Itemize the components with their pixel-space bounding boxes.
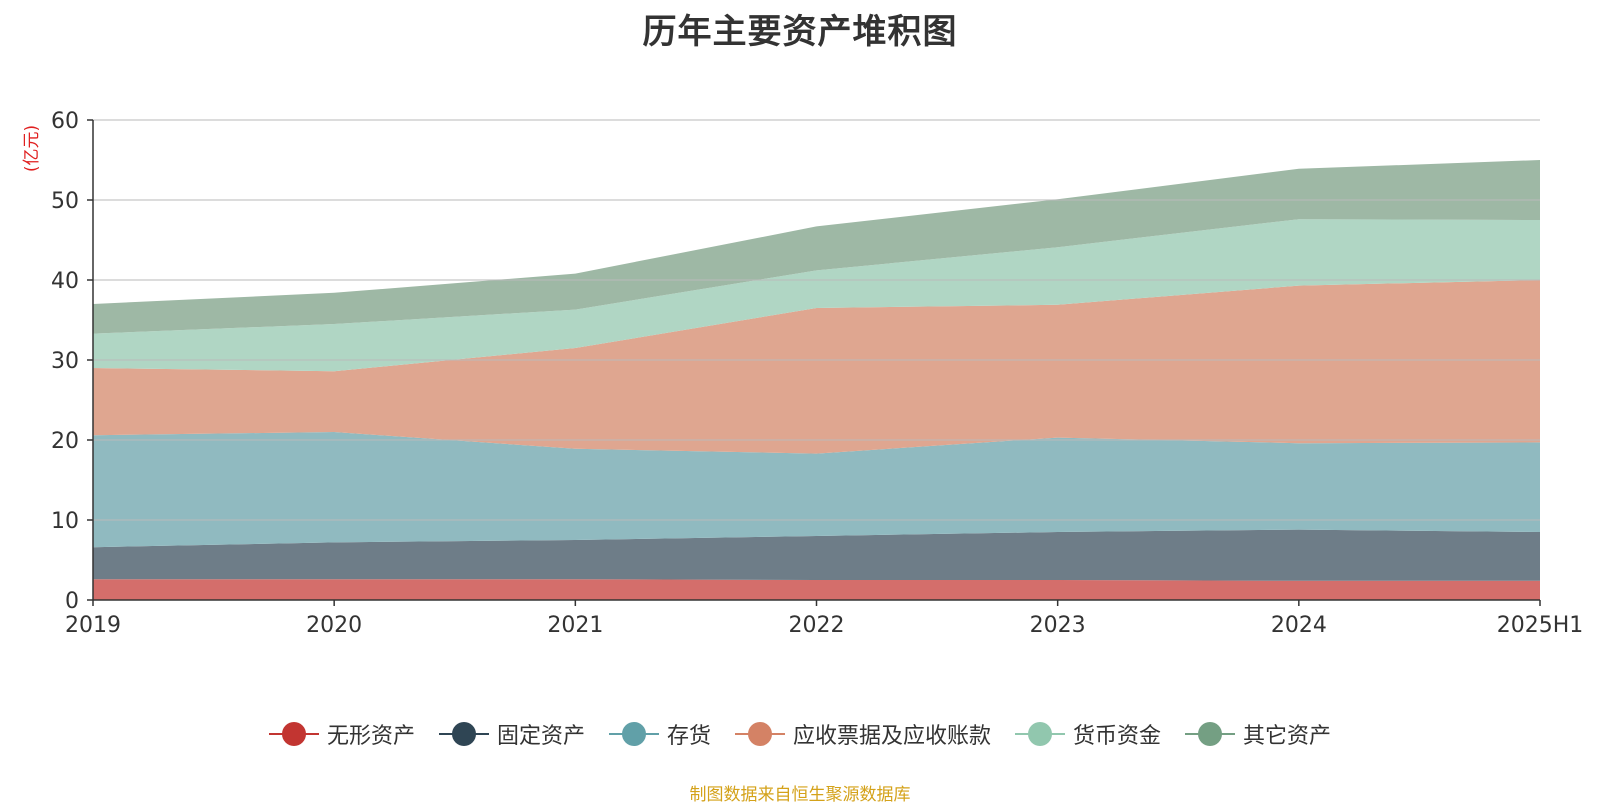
y-tick-label-30: 30 [51, 349, 79, 374]
legend-item-无形资产[interactable]: 无形资产 [268, 718, 415, 750]
legend-label: 固定资产 [496, 724, 585, 749]
legend-marker-icon [438, 722, 489, 746]
legend-label: 货币资金 [1073, 724, 1162, 749]
legend-label: 存货 [666, 724, 711, 749]
x-tick-label-2019: 2019 [65, 613, 121, 638]
legend-item-应收票据及应收账款[interactable]: 应收票据及应收账款 [735, 718, 991, 750]
legend-marker-icon [1185, 722, 1236, 746]
area-存货 [93, 432, 1540, 548]
legend-item-货币资金[interactable]: 货币资金 [1015, 718, 1161, 750]
x-tick-label-2021: 2021 [547, 613, 603, 638]
y-tick-label-40: 40 [51, 269, 79, 294]
legend-item-固定资产[interactable]: 固定资产 [438, 718, 585, 750]
y-tick-label-20: 20 [51, 429, 79, 454]
x-tick-label-2024: 2024 [1271, 613, 1327, 638]
legend-marker-icon [1015, 722, 1066, 746]
chart-title: 历年主要资产堆积图 [642, 12, 958, 52]
area-无形资产 [93, 579, 1540, 600]
y-tick-label-0: 0 [65, 589, 79, 614]
legend: 无形资产 固定资产 存货 应收票据及应收账款 货币资金 其它资产 [0, 718, 1600, 750]
area-应收票据及应收账款 [93, 280, 1540, 454]
legend-marker-icon [735, 722, 785, 746]
x-tick-label-2022: 2022 [789, 613, 845, 638]
area-其它资产 [93, 160, 1540, 334]
area-货币资金 [93, 219, 1540, 372]
legend-item-其它资产[interactable]: 其它资产 [1185, 718, 1331, 750]
y-tick-label-50: 50 [51, 189, 79, 214]
x-tick-label-2023: 2023 [1030, 613, 1086, 638]
x-tick-label-2025H1: 2025H1 [1497, 613, 1584, 638]
legend-marker-icon [268, 722, 319, 746]
legend-label: 应收票据及应收账款 [793, 724, 992, 749]
x-tick-label-2020: 2020 [306, 613, 362, 638]
y-tick-label-60: 60 [51, 109, 79, 134]
data-source-note: 制图数据来自恒生聚源数据库 [689, 785, 911, 805]
legend-item-存货[interactable]: 存货 [608, 718, 711, 750]
legend-label: 其它资产 [1243, 724, 1332, 749]
legend-label: 无形资产 [326, 724, 415, 749]
legend-marker-icon [608, 722, 659, 746]
y-tick-label-10: 10 [51, 509, 79, 534]
area-固定资产 [93, 529, 1540, 581]
